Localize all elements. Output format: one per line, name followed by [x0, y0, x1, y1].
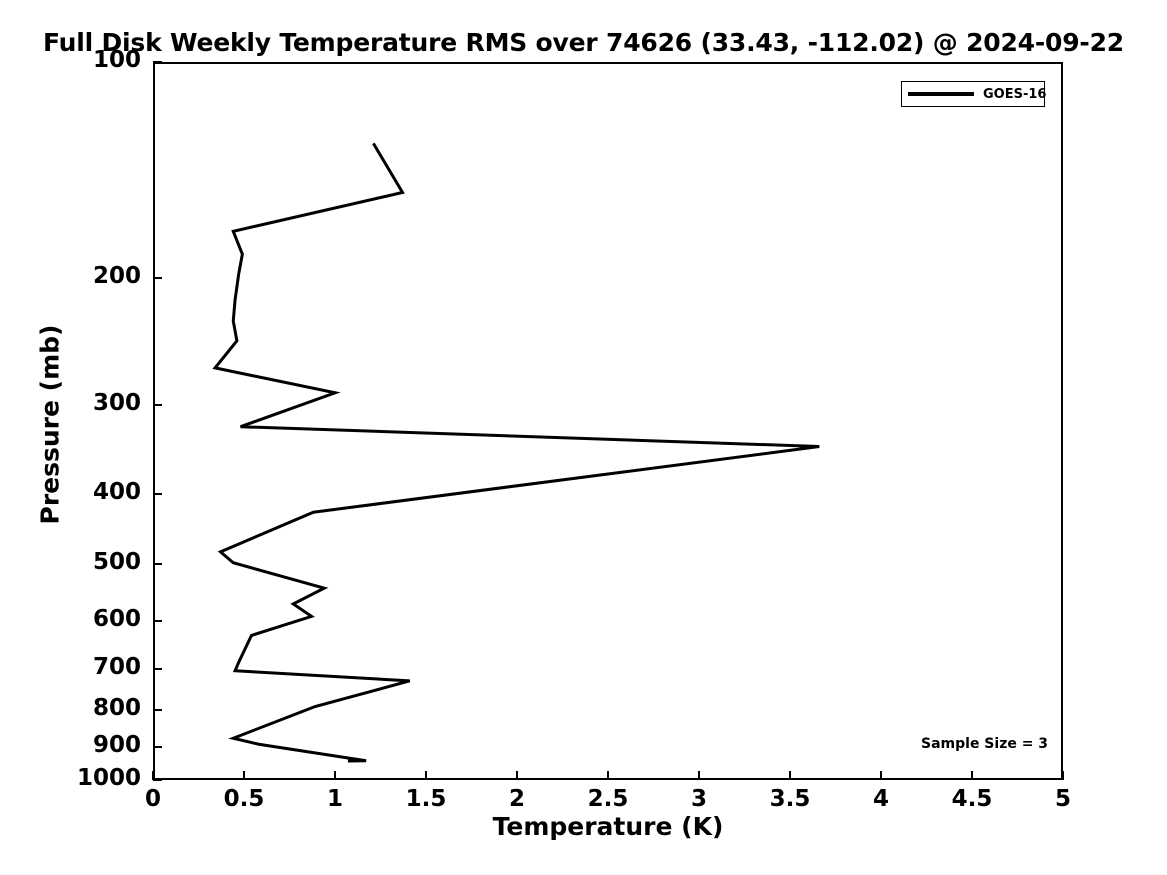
x-axis-tick-label: 1.5 — [405, 786, 447, 812]
y-axis-tick-label: 800 — [92, 695, 141, 722]
x-axis-tick-mark — [789, 771, 791, 780]
y-axis-tick-mark — [153, 61, 162, 63]
plot-area — [153, 62, 1063, 780]
x-axis-tick-label: 3 — [690, 786, 707, 812]
series-line-goes-16 — [212, 142, 820, 763]
x-axis-tick-mark — [698, 771, 700, 780]
y-axis-tick-label: 100 — [92, 47, 141, 73]
y-axis-tick-label: 900 — [92, 732, 141, 759]
chart-legend: GOES-16 — [901, 81, 1047, 107]
y-axis-tick-mark — [153, 667, 162, 670]
data-series-canvas — [212, 142, 820, 763]
x-axis-tick-mark — [425, 771, 427, 780]
x-axis-label: Temperature (K) — [492, 812, 724, 841]
x-axis-tick-mark — [607, 771, 609, 780]
x-axis-tick-label: 0.5 — [223, 786, 265, 812]
x-axis-tick-label: 4 — [872, 786, 889, 812]
y-axis-tick-mark — [153, 277, 162, 280]
y-axis-tick-mark — [153, 562, 162, 565]
y-axis-tick-label: 200 — [92, 263, 141, 290]
x-axis-tick-label: 4.5 — [951, 786, 993, 812]
y-axis-tick-label: 600 — [92, 605, 141, 632]
y-axis-tick-mark — [153, 493, 162, 496]
x-axis-tick-mark — [334, 771, 336, 780]
y-axis-tick-label: 700 — [92, 653, 141, 680]
x-axis-tick-label: 1 — [326, 786, 343, 812]
y-axis-tick-mark — [153, 709, 162, 712]
y-axis-tick-mark — [153, 619, 162, 622]
sample-size-annotation: Sample Size = 3 — [921, 736, 1049, 752]
y-axis-tick-mark — [153, 779, 162, 781]
y-axis-tick-label: 1000 — [76, 765, 141, 791]
y-axis-tick-mark — [153, 746, 162, 749]
x-axis-tick-label: 3.5 — [769, 786, 811, 812]
legend-label-goes-16: GOES-16 — [983, 86, 1047, 102]
y-axis-tick-label: 400 — [92, 479, 141, 506]
x-axis-tick-label: 2 — [508, 786, 525, 812]
x-axis-tick-mark — [152, 771, 154, 780]
legend-line-swatch — [908, 92, 974, 96]
x-axis-tick-label: 2.5 — [587, 786, 629, 812]
y-axis-tick-mark — [153, 403, 162, 406]
x-axis-tick-label: 5 — [1054, 786, 1071, 812]
y-axis-tick-label: 300 — [92, 389, 141, 416]
x-axis-tick-mark — [971, 771, 973, 780]
x-axis-tick-mark — [1062, 771, 1064, 780]
x-axis-tick-mark — [516, 771, 518, 780]
x-axis-tick-mark — [880, 771, 882, 780]
x-axis-tick-label: 0 — [144, 786, 161, 812]
y-axis-tick-label: 500 — [92, 548, 141, 575]
chart-title: Full Disk Weekly Temperature RMS over 74… — [43, 28, 1124, 57]
x-axis-tick-mark — [243, 771, 245, 780]
